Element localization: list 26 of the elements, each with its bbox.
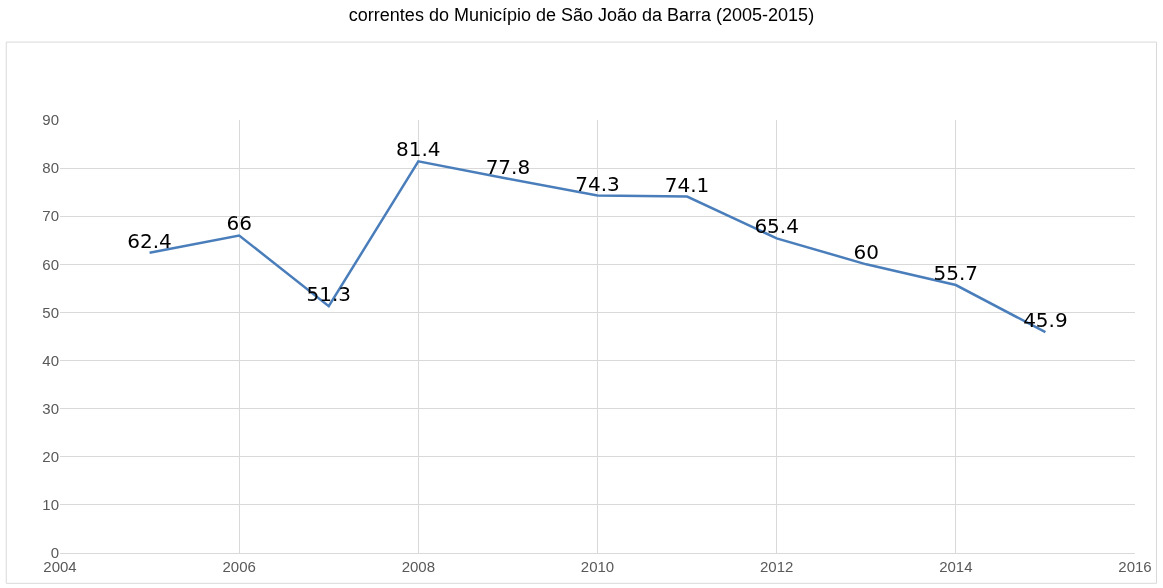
data-label: 74.1 — [664, 172, 710, 197]
y-tick-label: 60 — [42, 255, 59, 273]
x-tick-label: 2014 — [939, 558, 973, 575]
y-tick-label: 20 — [42, 448, 59, 466]
data-label: 55.7 — [933, 261, 979, 286]
y-tick-label: 80 — [42, 159, 59, 177]
x-tick-label: 2006 — [222, 558, 256, 575]
data-label: 60 — [853, 240, 879, 265]
data-label: 81.4 — [396, 137, 441, 162]
y-tick-label: 10 — [42, 496, 59, 514]
data-label: 65.4 — [754, 214, 799, 239]
y-tick-label: 70 — [42, 207, 59, 225]
x-tick-label: 2010 — [580, 558, 615, 575]
x-tick-label: 2008 — [401, 558, 436, 575]
data-label: 66 — [226, 211, 252, 236]
data-label: 45.9 — [1023, 308, 1068, 333]
x-tick-label: 2012 — [759, 558, 794, 575]
data-label: 77.8 — [485, 154, 531, 179]
y-tick-label: 90 — [42, 111, 59, 129]
data-label: 62.4 — [127, 228, 172, 253]
y-tick-label: 30 — [42, 399, 59, 417]
chart-title: correntes do Município de São João da Barra (2005-2015) — [348, 5, 815, 26]
y-tick-label: 50 — [42, 303, 59, 321]
x-tick-label: 2016 — [1118, 558, 1152, 575]
data-label: 74.3 — [575, 171, 620, 196]
y-tick-label: 40 — [42, 351, 59, 369]
